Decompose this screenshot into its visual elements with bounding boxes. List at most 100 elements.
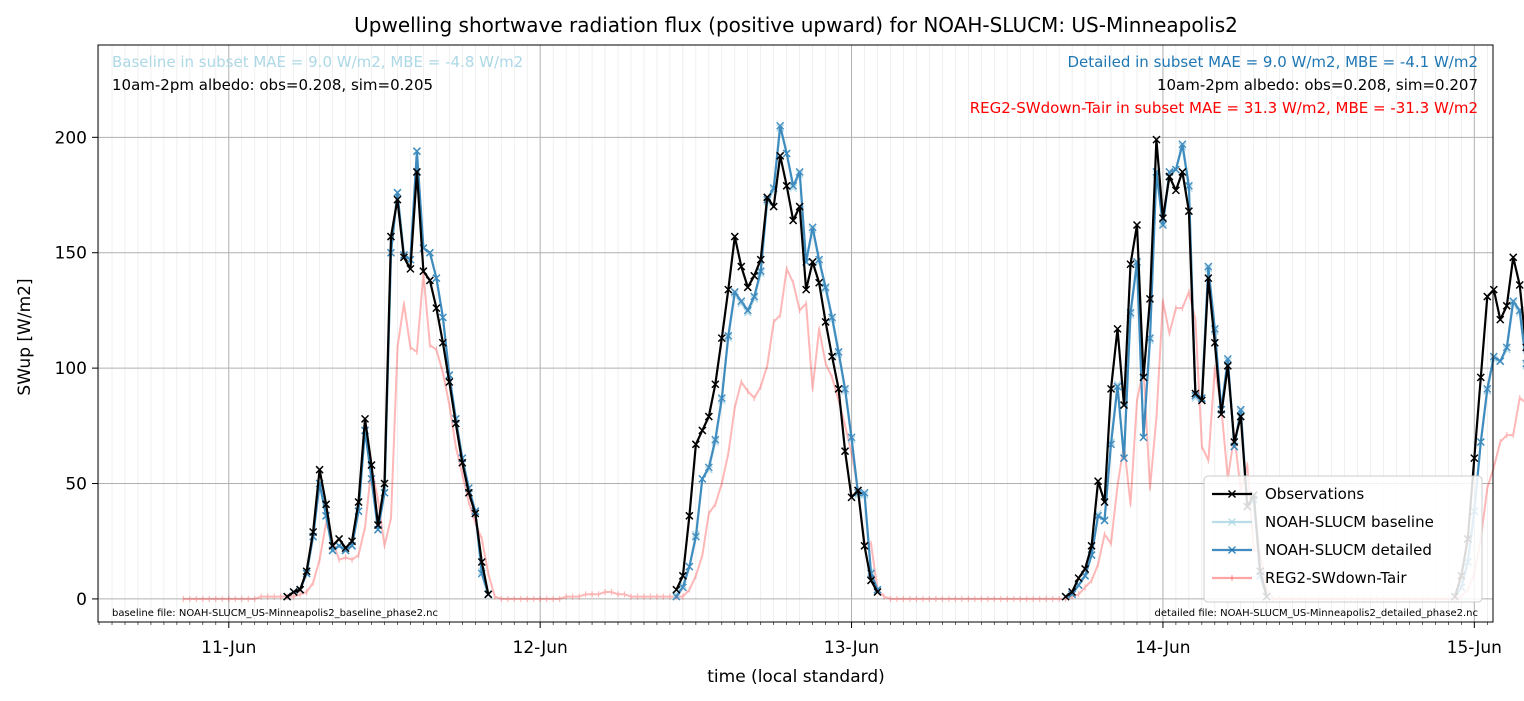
data-point-observations [484, 590, 493, 599]
data-point-observations [866, 576, 876, 585]
data-point-observations [477, 557, 486, 567]
data-point-observations [1126, 260, 1135, 269]
data-point-observations [1165, 172, 1174, 181]
series-line-observations [675, 154, 879, 593]
data-point-observations [873, 587, 882, 597]
data-point-observations [743, 283, 752, 292]
data-point-observations [471, 509, 480, 518]
legend-marker-detailed [1227, 545, 1237, 555]
data-point-observations [1515, 281, 1524, 290]
data-point-detailed [860, 488, 869, 497]
data-point-observations [678, 571, 687, 580]
data-point-observations [373, 521, 383, 530]
data-point-observations [776, 151, 785, 160]
y-tick-label: 200 [55, 128, 87, 148]
data-point-observations [1061, 592, 1070, 601]
data-point-observations [445, 377, 454, 386]
data-point-observations [821, 317, 830, 326]
data-point-detailed [815, 255, 824, 264]
data-point-observations [283, 592, 292, 601]
data-point-baseline [789, 184, 798, 193]
data-point-baseline [1113, 380, 1122, 389]
data-point-detailed [1139, 433, 1148, 442]
data-point-observations [704, 412, 713, 421]
data-point-detailed [750, 292, 759, 301]
y-axis: 0 50 100 150 200 [55, 128, 98, 610]
legend-marker-baseline [1227, 517, 1237, 527]
data-point-detailed [834, 347, 843, 356]
series-line-observations [286, 170, 490, 598]
data-point-observations [341, 544, 350, 553]
detailed-stats-annotation: Detailed in subset MAE = 9.0 W/m2, MBE =… [1067, 53, 1478, 71]
data-point-observations [691, 440, 700, 449]
data-point-observations [458, 458, 467, 467]
data-point-observations [860, 541, 869, 550]
data-point-detailed [776, 121, 785, 130]
data-point-observations [1152, 135, 1161, 144]
x-tick-label: 12-Jun [513, 638, 568, 658]
data-point-observations [451, 419, 460, 428]
data-point-observations [1068, 587, 1077, 597]
data-point-detailed [1204, 262, 1213, 271]
data-point-observations [425, 276, 434, 285]
y-tick-label: 50 [65, 475, 87, 495]
data-point-observations [724, 285, 733, 294]
data-point-observations [1094, 477, 1103, 486]
legend-label-observations: Observations [1265, 485, 1364, 503]
y-axis-label: SWup [W/m2] [15, 278, 35, 395]
data-point-observations [322, 500, 331, 509]
data-point-observations [1145, 294, 1154, 303]
data-point-observations [782, 181, 791, 190]
data-point-detailed [1100, 516, 1109, 525]
data-point-observations [672, 585, 681, 594]
data-point-detailed [1483, 384, 1492, 393]
data-point-observations [789, 216, 798, 225]
detailed-albedo-annotation: 10am-2pm albedo: obs=0.208, sim=0.207 [1157, 76, 1478, 94]
series-line-observations [1064, 138, 1268, 598]
data-point-observations [1171, 186, 1180, 195]
data-point-observations [795, 202, 804, 211]
data-point-detailed [672, 592, 681, 601]
data-point-detailed [432, 274, 441, 283]
data-point-observations [1081, 564, 1090, 573]
data-point-detailed [704, 463, 713, 472]
x-tick-label: 14-Jun [1135, 638, 1190, 658]
data-point-observations [1106, 384, 1116, 393]
series-layer [182, 121, 1524, 602]
data-point-detailed [717, 394, 726, 403]
y-tick-label: 0 [76, 590, 87, 610]
data-point-observations [1158, 214, 1167, 223]
data-point-observations [1074, 574, 1083, 583]
data-point-observations [406, 264, 415, 273]
data-point-detailed [789, 181, 798, 190]
data-point-detailed [1158, 220, 1167, 230]
series-line-detailed [675, 124, 879, 598]
data-point-observations [1470, 454, 1479, 463]
x-axis-label: time (local standard) [707, 667, 885, 687]
data-point-detailed [678, 583, 687, 592]
data-point-observations [1184, 207, 1193, 216]
baseline-stats-annotation: Baseline in subset MAE = 9.0 W/m2, MBE =… [112, 53, 523, 71]
data-point-detailed [341, 546, 350, 555]
data-point-observations [841, 447, 850, 456]
data-point-observations [438, 338, 447, 347]
data-point-observations [296, 585, 305, 594]
detailed-file-note: detailed file: NOAH-SLUCM_US-Minneapolis… [1155, 608, 1478, 619]
data-point-observations [419, 267, 428, 276]
data-point-detailed [1509, 297, 1518, 306]
data-point-detailed [795, 167, 804, 176]
x-tick-label: 15-Jun [1447, 638, 1502, 658]
series-line-observations [1453, 256, 1524, 597]
data-point-detailed [743, 306, 752, 315]
data-point-observations [1139, 373, 1148, 382]
legend-label-reg2: REG2-SWdown-Tair [1265, 569, 1407, 587]
data-point-observations [717, 334, 726, 343]
legend-label-detailed: NOAH-SLUCM detailed [1265, 541, 1432, 559]
legend-label-baseline: NOAH-SLUCM baseline [1265, 513, 1434, 531]
data-point-detailed [724, 331, 733, 340]
data-point-observations [1483, 292, 1492, 301]
data-point-detailed [1476, 437, 1485, 447]
data-point-observations [1489, 285, 1498, 294]
data-point-observations [685, 511, 694, 520]
